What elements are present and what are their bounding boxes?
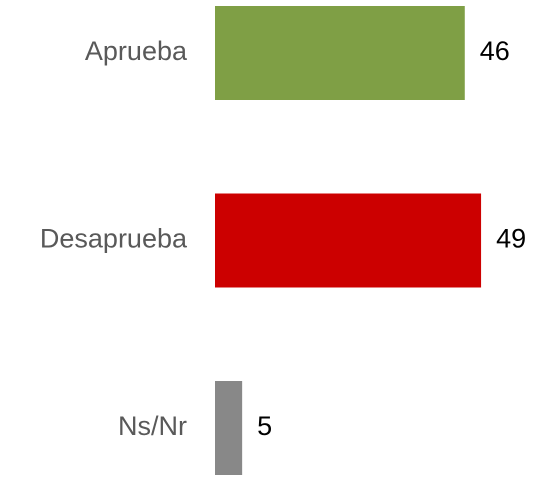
bar <box>215 381 243 475</box>
category-label: Ns/Nr <box>118 411 187 441</box>
category-label: Aprueba <box>85 36 188 66</box>
bar <box>215 6 465 100</box>
value-label: 49 <box>496 224 526 254</box>
bar <box>215 193 482 288</box>
value-label: 5 <box>257 411 272 441</box>
category-label: Desaprueba <box>40 224 188 254</box>
value-label: 46 <box>480 36 510 66</box>
